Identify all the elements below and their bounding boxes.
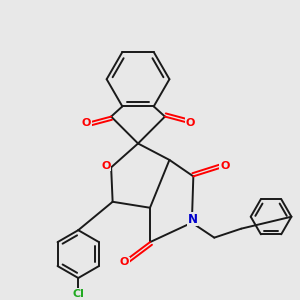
Text: O: O (220, 161, 230, 171)
Text: O: O (120, 257, 129, 268)
Text: O: O (82, 118, 91, 128)
Text: O: O (185, 118, 194, 128)
Text: N: N (188, 213, 198, 226)
Text: O: O (101, 161, 110, 171)
Text: Cl: Cl (72, 289, 84, 299)
